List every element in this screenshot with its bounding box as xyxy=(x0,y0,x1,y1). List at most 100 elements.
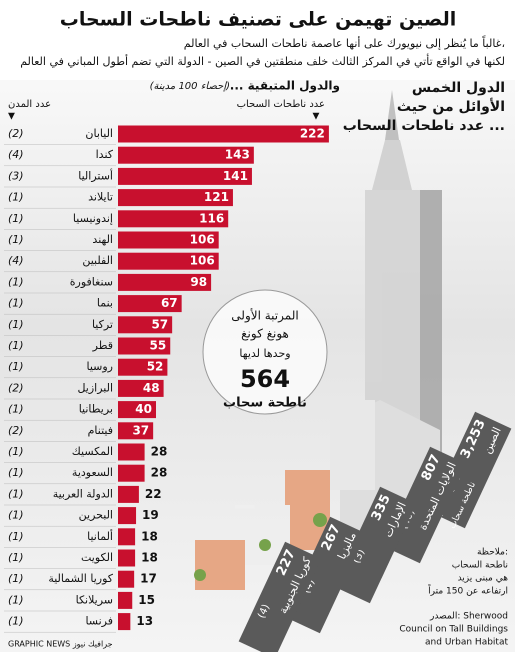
bar xyxy=(118,146,254,164)
category-label: أستراليا xyxy=(78,168,113,182)
top-five-step: 335(3)الإمارات xyxy=(333,486,417,604)
bar xyxy=(118,358,168,376)
value-label: 106 xyxy=(190,254,215,268)
category-label: تركيا xyxy=(92,318,113,331)
bar xyxy=(118,528,136,546)
cities-label: عدد المدن xyxy=(8,99,51,110)
value-label: 48 xyxy=(143,381,160,395)
category-label: بنما xyxy=(97,297,113,310)
section-note: (إحصاء 100 مدينة) xyxy=(150,81,230,92)
bar xyxy=(118,485,139,503)
value-label: 17 xyxy=(140,572,157,586)
category-label: قطر xyxy=(92,339,113,352)
value-label: 106 xyxy=(190,233,215,247)
bar xyxy=(118,379,164,397)
bar xyxy=(118,422,154,440)
cities-count: (1) xyxy=(8,360,24,373)
bar xyxy=(118,337,171,355)
bar xyxy=(118,273,212,291)
top-five-step: 227(4) كوريا الجنوبية xyxy=(238,541,322,652)
category-label: الفلبين xyxy=(82,254,113,267)
bar xyxy=(118,316,173,334)
cities-count: (1) xyxy=(8,403,24,416)
highlight-circle xyxy=(202,289,328,415)
cities-count: (1) xyxy=(8,551,24,564)
highlight-unit: ناطحة سحاب xyxy=(223,396,307,411)
bar xyxy=(118,295,182,313)
value-label: 40 xyxy=(135,402,152,416)
step-band xyxy=(333,486,417,604)
bar xyxy=(118,401,156,419)
cities-count: (4) xyxy=(8,148,24,161)
value-label: 52 xyxy=(147,360,164,374)
cities-count: (3) xyxy=(8,169,24,182)
highlight-value: 564 xyxy=(240,365,290,393)
cities-count: (2) xyxy=(8,381,24,394)
source: المصدر: Sherwood xyxy=(429,612,508,622)
value-label: 18 xyxy=(141,551,158,565)
cities-count: (1) xyxy=(8,593,24,606)
value-label: 55 xyxy=(150,339,167,353)
arrow: ▼ xyxy=(8,112,15,122)
subtitle: غالباً ما يُنظر إلى نيويورك على أنها عاص… xyxy=(184,35,505,50)
category-label: سريلانكا xyxy=(76,593,113,606)
category-label: البرازيل xyxy=(77,381,113,394)
category-label: روسيا xyxy=(86,360,113,373)
bar xyxy=(118,549,136,567)
top-five-title: عدد ناطحات السحاب ... xyxy=(343,118,505,134)
bar xyxy=(118,507,137,525)
value-label: 19 xyxy=(142,508,159,522)
bar xyxy=(118,231,219,249)
bar xyxy=(118,613,131,631)
value-label: 141 xyxy=(223,169,248,183)
note: ناطحة السحاب xyxy=(452,561,508,571)
subtitle: لكنها في الواقع تأتي في المركز الثالث خل… xyxy=(20,53,505,68)
category-label: البحرين xyxy=(79,509,113,522)
cities-count: (1) xyxy=(8,509,24,522)
source: Council on Tall Buildings xyxy=(399,625,508,635)
bar xyxy=(118,570,135,588)
top-five-cities: (4) xyxy=(256,603,272,621)
top-five-step: 267(4)ماليزيا xyxy=(283,516,367,634)
value-label: 22 xyxy=(145,487,162,501)
top-five-title: الأوائل من حيث xyxy=(397,98,505,115)
cities-count: (1) xyxy=(8,487,24,500)
cities-count: (1) xyxy=(8,297,24,310)
category-label: الدولة العربية xyxy=(53,487,113,500)
bar xyxy=(118,125,329,143)
cities-count: (2) xyxy=(8,424,24,437)
top-five-title: الدول الخمس xyxy=(412,80,505,96)
title: الصين تهيمن على تصنيف ناطحات السحاب xyxy=(60,9,457,31)
header-bg xyxy=(0,0,515,80)
category-label: تايلاند xyxy=(88,191,113,204)
value-axis-label: عدد ناطحات السحاب xyxy=(237,99,325,110)
cities-count: (4) xyxy=(8,254,24,267)
category-label: المكسيك xyxy=(72,445,113,458)
value-label: 37 xyxy=(132,423,149,437)
category-label: الهند xyxy=(92,233,113,246)
bar xyxy=(118,443,145,461)
cities-count: (1) xyxy=(8,445,24,458)
category-label: كندا xyxy=(96,148,114,161)
note: ملاحظة: xyxy=(477,548,508,558)
value-label: 18 xyxy=(141,529,158,543)
category-label: ألمانيا xyxy=(87,529,113,543)
cities-count: (2) xyxy=(8,127,24,140)
category-label: سنغافورة xyxy=(70,275,113,288)
value-label: 57 xyxy=(151,317,168,331)
category-label: فيتنام xyxy=(88,424,113,437)
arrow: ▼ xyxy=(313,112,320,122)
value-label: 13 xyxy=(136,614,153,628)
category-label: اليابان xyxy=(85,127,113,140)
value-label: 67 xyxy=(161,296,178,310)
highlight-text: وحدها لديها xyxy=(239,347,290,360)
credit: GRAPHIC NEWS جرافيك نيوز xyxy=(8,640,113,649)
category-label: كوريا الشمالية xyxy=(48,572,113,585)
value-label: 121 xyxy=(204,190,229,204)
cities-count: (1) xyxy=(8,466,24,479)
bar xyxy=(118,464,145,482)
bar xyxy=(118,210,229,228)
cities-count: (1) xyxy=(8,275,24,288)
cities-count: (1) xyxy=(8,233,24,246)
cities-count: (1) xyxy=(8,572,24,585)
